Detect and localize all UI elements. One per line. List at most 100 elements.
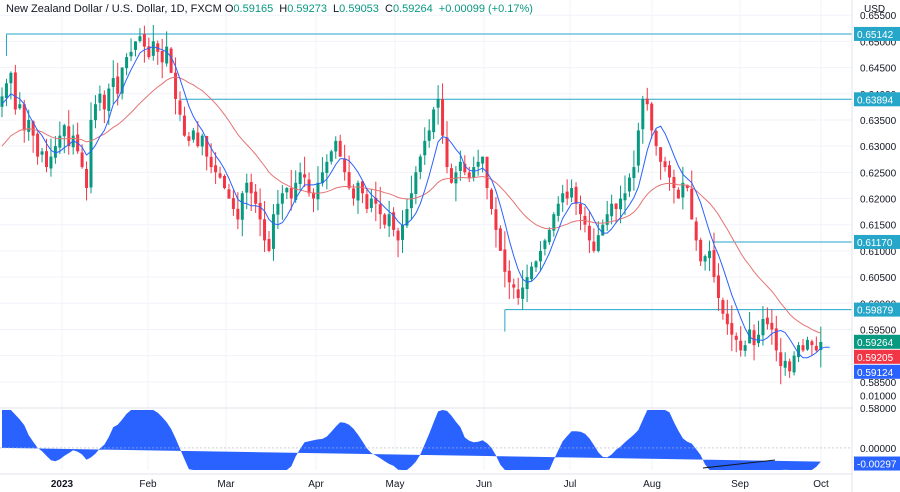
legend-header: New Zealand Dollar / U.S. Dollar, 1D, FX… xyxy=(6,3,536,15)
price-axis[interactable]: 0.655000.650000.645000.640000.635000.630… xyxy=(860,11,897,455)
candle-body xyxy=(169,48,173,73)
candle-body xyxy=(805,339,809,350)
candle-body xyxy=(365,194,369,209)
candle-body xyxy=(690,188,694,220)
candle-body xyxy=(752,330,756,346)
candle-body xyxy=(512,284,516,288)
candle-body xyxy=(320,172,324,184)
candle-body xyxy=(218,173,222,178)
candle-body xyxy=(792,355,796,373)
low-label: L xyxy=(333,3,340,15)
candle-body xyxy=(449,168,453,183)
currency-label[interactable]: USD xyxy=(864,4,886,15)
candle-body xyxy=(0,96,4,107)
candle-body xyxy=(774,328,778,351)
candle-body xyxy=(636,130,640,166)
candle-body xyxy=(472,167,476,178)
candle-body xyxy=(712,250,716,278)
price-tick-label: 0.64500 xyxy=(860,64,897,75)
candle-body xyxy=(27,119,31,132)
time-tick-label: Mar xyxy=(217,479,235,490)
level-price-tag-bg xyxy=(854,26,900,41)
candle-body xyxy=(36,133,40,157)
candle-body xyxy=(116,76,120,94)
candle-body xyxy=(734,335,738,340)
candle-body xyxy=(196,132,200,147)
candle-body xyxy=(610,203,614,217)
candle-body xyxy=(623,193,627,201)
candle-body xyxy=(641,98,645,130)
candle-body xyxy=(441,99,445,136)
candle-body xyxy=(383,214,387,225)
candle-body xyxy=(427,130,431,141)
candle-body xyxy=(659,147,663,162)
candle-body xyxy=(31,121,35,136)
candle-body xyxy=(757,334,760,344)
candle-body xyxy=(329,151,333,162)
candle-body xyxy=(788,361,792,372)
candle-body xyxy=(663,161,667,168)
candle-body xyxy=(40,151,44,155)
candle-body xyxy=(347,172,351,189)
candle-body xyxy=(187,136,191,141)
candle-body xyxy=(414,172,418,194)
candle-body xyxy=(614,203,618,209)
candle-body xyxy=(334,140,338,152)
candle-body xyxy=(561,193,565,203)
candle-body xyxy=(619,198,623,210)
time-axis[interactable]: 2023 Feb Mar Apr May Jun Jul Aug Sep Oct xyxy=(51,479,829,490)
candle-body xyxy=(708,250,712,259)
fast-moving-average-line xyxy=(1,46,830,359)
candle-body xyxy=(668,165,671,178)
price-tick-label: 0.62500 xyxy=(860,168,897,179)
candles xyxy=(0,24,823,385)
price-tick-label: 0.61000 xyxy=(860,247,897,258)
price-tick-label: 0.61500 xyxy=(860,221,897,232)
candle-body xyxy=(467,172,471,178)
candle-body xyxy=(85,168,89,189)
time-tick-label: 2023 xyxy=(51,479,74,490)
candle-body xyxy=(530,266,534,280)
candle-body xyxy=(374,197,378,204)
candle-body xyxy=(125,57,129,69)
candle-body xyxy=(476,161,480,167)
time-tick-label: Apr xyxy=(308,479,324,490)
candle-body xyxy=(298,172,302,185)
symbol-title[interactable]: New Zealand Dollar / U.S. Dollar, 1D, FX… xyxy=(6,3,222,15)
time-tick-label: May xyxy=(386,479,405,490)
candle-body xyxy=(147,46,151,58)
candle-body xyxy=(62,125,66,137)
high-value: 0.59273 xyxy=(287,3,327,15)
candle-body xyxy=(165,46,169,64)
candle-body xyxy=(9,72,13,84)
open-label: O xyxy=(224,3,234,15)
candle-body xyxy=(67,126,71,147)
current-price-tag-bg xyxy=(854,349,900,364)
candle-body xyxy=(200,135,204,147)
candle-body xyxy=(303,174,307,178)
candle-body xyxy=(178,100,182,115)
candle-body xyxy=(699,239,703,262)
candle-body xyxy=(552,214,556,231)
candle-body xyxy=(22,104,26,131)
candle-body xyxy=(703,256,707,262)
candle-body xyxy=(627,177,631,192)
candle-body xyxy=(307,179,311,194)
candle-body xyxy=(53,146,57,158)
candle-body xyxy=(525,277,529,290)
candle-body xyxy=(579,204,582,215)
candle-body xyxy=(814,345,818,351)
candle-body xyxy=(285,188,289,193)
current-price-tag: 0.59124 xyxy=(857,368,894,379)
candle-body xyxy=(209,156,213,168)
candle-body xyxy=(18,104,22,109)
candle-body xyxy=(418,156,422,173)
candle-body xyxy=(294,182,298,200)
time-tick-label: Jun xyxy=(476,479,492,490)
candle-body xyxy=(58,135,62,148)
candle-body xyxy=(214,165,218,173)
candle-body xyxy=(645,98,649,105)
candle-body xyxy=(49,156,53,169)
candle-body xyxy=(98,93,102,103)
